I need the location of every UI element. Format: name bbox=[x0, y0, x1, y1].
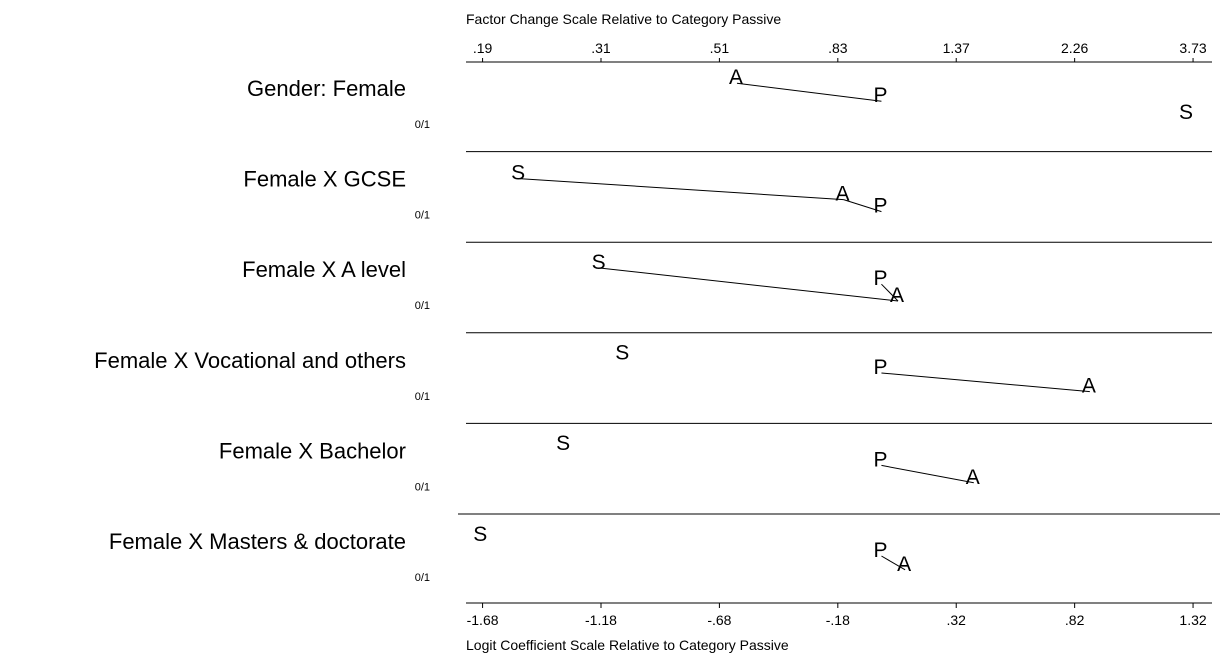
bottom-tick-label: .82 bbox=[1065, 612, 1085, 628]
top-tick-label: .31 bbox=[591, 40, 611, 56]
top-tick-label: .19 bbox=[473, 40, 493, 56]
chart-row: Female X A level 0/1 S PA bbox=[242, 251, 904, 312]
row-label: Female X Masters & doctorate bbox=[109, 529, 406, 554]
chart-row: Female X Masters & doctorate 0/1 S PA bbox=[109, 523, 911, 584]
row-label: Female X Bachelor bbox=[219, 438, 406, 463]
connector-line bbox=[843, 199, 882, 213]
row-label: Female X Vocational and others bbox=[94, 348, 406, 373]
marker-p: P bbox=[873, 448, 887, 471]
top-tick-label: 3.73 bbox=[1179, 40, 1206, 56]
connector-line bbox=[519, 178, 844, 201]
marker-a: A bbox=[729, 66, 743, 89]
marker-a: A bbox=[966, 466, 980, 489]
chart-row: Female X Vocational and others 0/1 S P A bbox=[94, 342, 1096, 403]
chart-row: Female X GCSE 0/1 S AP bbox=[243, 162, 887, 222]
marker-s: S bbox=[511, 162, 525, 185]
top-axis-ticks: .19 .31 .51 .83 1.37 2.26 3.73 bbox=[466, 40, 1212, 63]
top-tick-label: .83 bbox=[828, 40, 848, 56]
bottom-axis-label: Logit Coefficient Scale Relative to Cate… bbox=[466, 637, 789, 653]
top-tick-label: .51 bbox=[710, 40, 730, 56]
marker-p: P bbox=[873, 539, 887, 562]
connector-line bbox=[881, 555, 906, 571]
marker-s: S bbox=[1179, 101, 1193, 124]
bottom-tick-label: -1.68 bbox=[467, 612, 499, 628]
top-tick-label: 1.37 bbox=[943, 40, 970, 56]
chart-row: Gender: Female 0/1 A P S bbox=[247, 66, 1193, 131]
connector-line bbox=[881, 372, 1090, 393]
bottom-tick-label: 1.32 bbox=[1179, 612, 1206, 628]
row-sub-label: 0/1 bbox=[415, 572, 430, 584]
row-label: Female X A level bbox=[242, 257, 406, 282]
marker-s: S bbox=[556, 432, 570, 455]
marker-s: S bbox=[615, 342, 629, 365]
connector-line bbox=[881, 464, 974, 484]
marker-s: S bbox=[473, 523, 487, 546]
row-sub-label: 0/1 bbox=[415, 210, 430, 222]
row-sub-label: 0/1 bbox=[415, 300, 430, 312]
bottom-tick-label: .32 bbox=[946, 612, 966, 628]
marker-a: A bbox=[1082, 375, 1096, 398]
bottom-tick-label: -.18 bbox=[826, 612, 850, 628]
row-sub-label: 0/1 bbox=[415, 119, 430, 131]
row-separators bbox=[458, 151, 1220, 515]
connector-line bbox=[736, 82, 882, 102]
top-axis-label: Factor Change Scale Relative to Category… bbox=[466, 11, 781, 27]
row-sub-label: 0/1 bbox=[415, 481, 430, 493]
marker-a: A bbox=[890, 284, 904, 307]
bottom-tick-label: -.68 bbox=[707, 612, 731, 628]
bottom-tick-label: -1.18 bbox=[585, 612, 617, 628]
connector-line bbox=[599, 267, 899, 302]
connector-line bbox=[881, 283, 899, 302]
marker-p: P bbox=[873, 84, 887, 107]
top-tick-label: 2.26 bbox=[1061, 40, 1088, 56]
marker-a: A bbox=[897, 553, 911, 576]
row-sub-label: 0/1 bbox=[415, 391, 430, 403]
marker-p: P bbox=[873, 356, 887, 379]
chart-row: Female X Bachelor 0/1 S P A bbox=[219, 432, 980, 493]
row-label: Female X GCSE bbox=[243, 167, 406, 192]
bottom-axis-ticks: -1.68 -1.18 -.68 -.18 .32 .82 1.32 bbox=[466, 602, 1212, 628]
row-label: Gender: Female bbox=[247, 76, 406, 101]
marker-a: A bbox=[836, 183, 850, 206]
marker-p: P bbox=[873, 267, 887, 290]
marker-p: P bbox=[873, 195, 887, 218]
marker-s: S bbox=[592, 251, 606, 274]
